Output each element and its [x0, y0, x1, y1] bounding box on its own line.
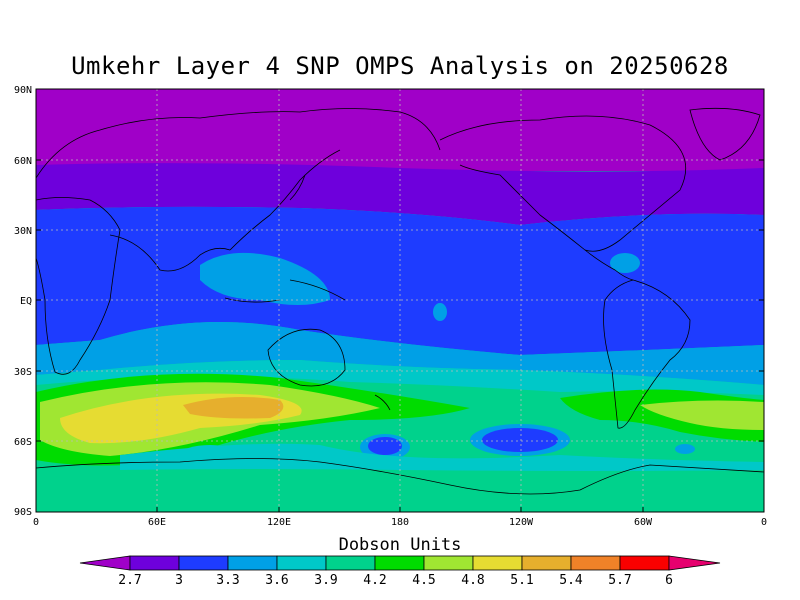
patch-3.6-south-d — [675, 444, 695, 454]
band-3.9-antarctic — [120, 443, 764, 471]
lon-label-120e: 120E — [267, 517, 291, 528]
colorbar-box — [521, 555, 572, 571]
lon-label-60w: 60W — [634, 517, 653, 528]
band-4.8-atlantic — [640, 400, 764, 430]
ozone-field — [36, 89, 764, 512]
lat-label-eq: EQ — [20, 296, 32, 307]
lon-label-180: 180 — [391, 517, 409, 528]
colorbar-label: 4.8 — [461, 573, 484, 588]
patch-3.6-indonesia — [200, 252, 330, 305]
lat-label-30n: 30N — [14, 226, 32, 237]
colorbar-title: Dobson Units — [338, 535, 462, 555]
colorbar-box — [178, 555, 229, 571]
colorbar-box — [129, 555, 180, 571]
grid-lines — [36, 89, 764, 512]
lat-ticks — [35, 88, 765, 513]
colorbar: 2.7 3 3.3 3.6 3.9 4.2 4.5 4.8 5.1 5.4 5.… — [79, 555, 721, 588]
colorbar-label: 4.2 — [363, 573, 386, 588]
colorbar-box — [570, 555, 621, 571]
colorbar-box — [227, 555, 278, 571]
colorbar-label: 6 — [665, 573, 673, 588]
lat-label-60s: 60S — [14, 437, 32, 448]
colorbar-box — [325, 555, 376, 571]
lon-label-120w: 120W — [509, 517, 534, 528]
colorbar-label: 5.4 — [559, 573, 583, 588]
lon-label-0-east: 0 — [761, 517, 767, 528]
colorbar-arrow-low — [79, 555, 131, 571]
colorbar-label: 3.9 — [314, 573, 337, 588]
colorbar-box — [619, 555, 670, 571]
colorbar-label: 5.7 — [608, 573, 631, 588]
colorbar-label: 4.5 — [412, 573, 435, 588]
colorbar-label: 2.7 — [118, 573, 141, 588]
colorbar-box — [423, 555, 474, 571]
colorbar-label: 5.1 — [510, 573, 533, 588]
band-3.9-south — [36, 360, 764, 395]
lat-label-90n: 90N — [14, 85, 32, 96]
patch-3.3-south-a — [368, 437, 402, 455]
band-5.4 — [183, 396, 284, 419]
patch-3.6-caribbean — [610, 253, 640, 273]
lat-label-90s: 90S — [14, 507, 32, 518]
colorbar-label: 3 — [175, 573, 183, 588]
map-title: Umkehr Layer 4 SNP OMPS Analysis on 2025… — [71, 52, 729, 80]
colorbar-label: 3.3 — [216, 573, 239, 588]
band-3.6-south — [36, 322, 764, 385]
colorbar-box — [472, 555, 523, 571]
colorbar-label: 3.6 — [265, 573, 288, 588]
lon-label-60e: 60E — [148, 517, 166, 528]
patch-3.6-pacific — [433, 303, 447, 321]
colorbar-box — [374, 555, 425, 571]
colorbar-box — [276, 555, 327, 571]
lat-label-60n: 60N — [14, 156, 32, 167]
colorbar-arrow-high — [668, 555, 721, 571]
patch-3.3-south-b — [482, 428, 558, 452]
lat-label-30s: 30S — [14, 367, 32, 378]
lon-label-0: 0 — [33, 517, 39, 528]
